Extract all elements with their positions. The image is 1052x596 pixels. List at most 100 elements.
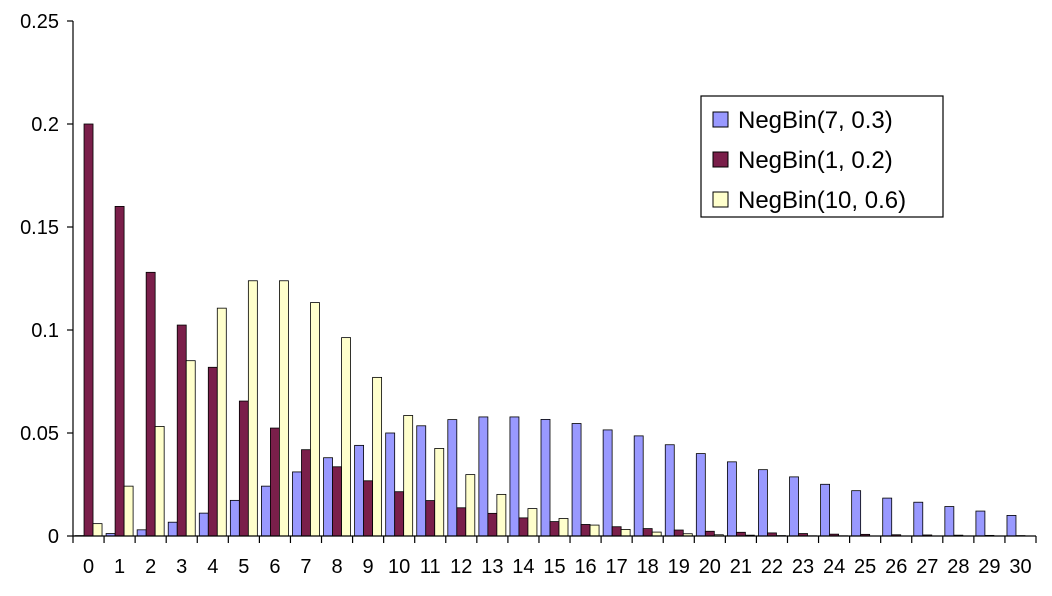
x-tick-label: 24 [823,556,845,578]
bar-series-1-8 [323,457,333,537]
bar-series-3-4 [216,307,227,537]
legend-swatch-3 [712,191,729,208]
x-tick-label: 7 [300,556,311,578]
axes-layer: 00.050.10.150.20.250 1 2 3 4 5 6 7 8 9 10 11 12 13 14 1… [20,11,1037,578]
x-tick-label: 6 [269,556,280,578]
x-tick-label: 10 [388,556,410,578]
bar-series-2-19 [673,529,684,537]
legend-box [700,95,944,218]
bar-series-1-2 [136,529,147,537]
bar-series-2-1 [114,205,125,537]
bar-series-1-3 [167,521,178,537]
x-tick-label: 4 [207,556,218,578]
bar-series-3-17 [620,529,631,537]
x-tick-label: 0 [83,556,94,578]
bar-series-1-24 [820,483,830,537]
bar-series-2-12 [456,507,467,537]
bar-series-2-3 [176,324,187,537]
x-tick-label: 8 [331,556,342,578]
bar-series-1-30 [1006,515,1017,537]
bar-series-2-9 [363,480,374,537]
bar-series-1-21 [726,461,737,537]
bar-series-3-10 [403,415,414,537]
x-tick-label: 27 [916,556,938,578]
bar-series-1-29 [975,510,986,537]
bar-series-3-3 [185,360,196,537]
bar-series-1-19 [664,444,675,537]
legend-label-3: NegBin(10, 0.6) [738,187,906,214]
bar-series-2-15 [549,521,560,537]
bar-series-1-28 [944,506,955,537]
x-tick-label: 3 [176,556,187,578]
x-tick-label: 9 [363,556,374,578]
x-tick-label: 14 [512,556,534,578]
y-tick-label: 0.1 [31,320,59,342]
bar-series-1-10 [385,432,396,537]
bar-series-3-9 [372,376,383,537]
x-tick-label: 17 [606,556,628,578]
legend-label-2: NegBin(1, 0.2) [738,147,893,174]
bar-series-1-14 [509,416,520,537]
x-tick-label: 16 [574,556,596,578]
bar-series-1-17 [602,429,613,537]
x-tick-label: 22 [761,556,783,578]
y-tick-label: 0.25 [20,11,59,33]
bar-series-3-6 [279,280,289,537]
bar-series-2-16 [580,524,591,537]
bar-series-2-13 [487,512,498,537]
bar-series-1-15 [540,418,551,537]
bar-series-2-8 [332,466,342,537]
x-tick-label: 1 [114,556,125,578]
bar-series-2-14 [518,517,529,537]
bar-series-2-6 [270,427,280,537]
bar-series-2-10 [394,491,405,537]
bar-series-1-25 [851,490,862,537]
x-tick-label: 23 [792,556,814,578]
x-tick-label: 26 [885,556,907,578]
y-tick-label: 0.15 [20,217,59,239]
x-tick-label: 11 [420,556,441,578]
x-tick-label: 28 [947,556,969,578]
legend-swatch-2 [712,151,729,168]
x-tick-label: 29 [978,556,1000,578]
x-tick-label: 2 [145,556,156,578]
bar-series-1-4 [198,512,209,537]
bar-series-2-0 [83,123,94,537]
bar-series-1-23 [789,476,799,537]
bar-series-2-11 [425,500,436,537]
x-tick-label: 30 [1009,556,1031,578]
x-tick-label: 12 [450,556,472,578]
bar-series-1-7 [292,471,302,537]
x-tick-label: 19 [668,556,690,578]
bar-series-3-14 [527,508,538,537]
y-tick-label: 0.05 [20,423,59,445]
bar-series-2-18 [642,528,653,537]
bar-series-2-7 [301,449,311,537]
bar-series-1-20 [695,453,706,537]
bar-series-3-2 [154,426,165,537]
bar-series-2-17 [611,526,622,537]
x-tick-label: 13 [481,556,503,578]
x-tick-label: 20 [699,556,721,578]
bar-series-3-11 [434,448,445,537]
bar-series-3-12 [465,474,476,537]
x-tick-label: 25 [854,556,876,578]
bar-series-3-15 [558,518,569,537]
bar-series-3-7 [310,302,320,537]
bar-series-3-13 [496,493,507,537]
bar-series-1-5 [229,499,240,537]
y-tick-label: 0 [48,526,59,548]
x-tick-label: 21 [730,556,752,578]
legend-swatch-1 [712,111,729,128]
bar-series-2-20 [704,530,715,537]
bar-series-1-6 [261,485,271,537]
bar-series-1-27 [913,501,924,537]
x-tick-label: 18 [637,556,659,578]
y-tick-label: 0.2 [31,114,59,136]
bar-series-1-18 [633,435,644,537]
legend: NegBin(7, 0.3) NegBin(1, 0.2) NegBin(10, 0… [700,95,944,218]
bar-series-1-26 [882,497,893,537]
bar-series-1-12 [447,419,458,537]
bar-series-3-0 [92,523,103,537]
bar-series-1-11 [416,425,427,537]
